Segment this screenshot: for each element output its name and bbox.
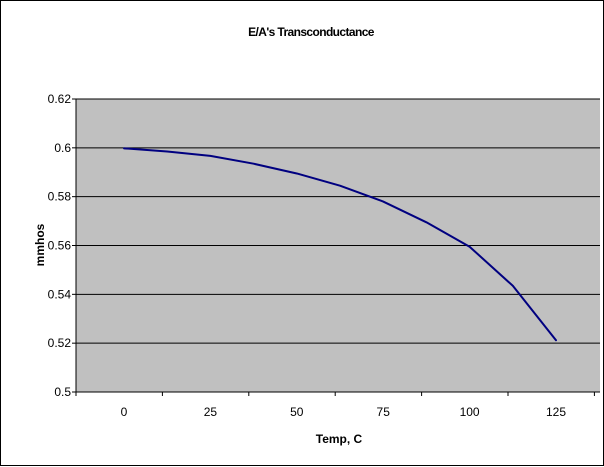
y-tick-label: 0.54 — [48, 287, 72, 301]
gridlines — [76, 98, 600, 344]
x-tick-label: 50 — [290, 405, 304, 419]
y-tick-label: 0.6 — [54, 141, 71, 155]
x-tick-label: 100 — [460, 405, 480, 419]
y-ticks: 0.5 0.52 0.54 0.56 0.58 0.6 0.62 — [48, 92, 76, 399]
y-axis-label: mmhos — [33, 223, 47, 266]
series-group — [123, 147, 557, 342]
x-tick-label: 125 — [546, 405, 566, 419]
y-tick-label: 0.56 — [48, 239, 72, 253]
y-tick-label: 0.52 — [48, 336, 72, 350]
x-tick-label: 75 — [377, 405, 391, 419]
x-axis-label: Temp, C — [316, 432, 363, 446]
y-tick-label: 0.58 — [48, 190, 72, 204]
x-tick-label: 0 — [121, 405, 128, 419]
x-ticks: 0 25 50 75 100 125 — [75, 392, 595, 419]
y-tick-label: 0.5 — [54, 385, 71, 399]
chart-title: E/A's Transconductance — [248, 25, 375, 39]
x-tick-label: 25 — [204, 405, 218, 419]
series-line — [123, 147, 557, 342]
y-tick-label: 0.62 — [48, 92, 72, 106]
